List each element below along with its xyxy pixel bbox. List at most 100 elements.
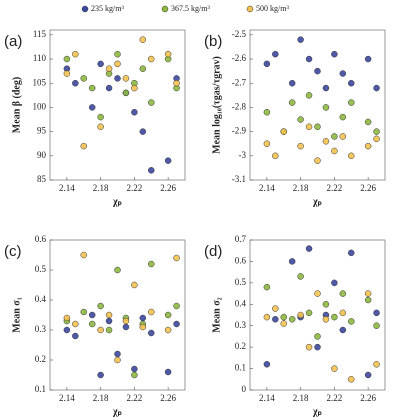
point [373, 84, 380, 92]
point [114, 266, 121, 274]
point [80, 308, 87, 316]
point [373, 135, 380, 143]
point [122, 89, 130, 97]
point [348, 318, 355, 325]
point [148, 167, 155, 174]
plot-frame [249, 29, 386, 181]
panel-label: (a) [4, 33, 22, 50]
point [314, 290, 321, 297]
plot-frame [49, 29, 186, 181]
x-tick-label: 2.22 [127, 393, 143, 403]
panel-label: (d) [204, 243, 222, 260]
panel-label: (b) [204, 33, 222, 50]
y-tick-label: 115 [33, 29, 47, 39]
legend-marker [161, 5, 169, 13]
point [272, 305, 279, 312]
point [122, 317, 130, 325]
x-tick-label: 2.18 [93, 393, 109, 403]
y-tick-label: 0.2 [35, 354, 46, 364]
legend-label: 235 kg/m³ [91, 4, 124, 13]
point [80, 75, 87, 82]
point [63, 326, 71, 334]
point [314, 333, 321, 340]
point [280, 128, 287, 135]
point [305, 309, 313, 317]
x-axis-label: χₚ [112, 196, 122, 207]
point [148, 99, 155, 106]
point [114, 75, 121, 82]
point [364, 118, 372, 126]
point [131, 371, 138, 379]
point [297, 273, 304, 280]
x-tick-label: 2.18 [293, 183, 309, 193]
y-tick-label: 0 [242, 384, 247, 394]
point [314, 157, 321, 164]
point [339, 326, 347, 334]
x-tick-label: 2.18 [293, 393, 309, 403]
x-tick-label: 2.22 [127, 183, 143, 193]
x-tick-label: 2.14 [59, 183, 75, 193]
point [339, 133, 347, 140]
x-tick-label: 2.18 [93, 183, 109, 193]
point [97, 113, 104, 121]
x-axis-label: χₚ [112, 406, 122, 417]
y-axis-label: Mean σ₂ [211, 297, 222, 332]
point [139, 65, 147, 72]
point [348, 152, 355, 160]
point [164, 157, 172, 164]
x-axis-label: χₚ [312, 196, 322, 207]
point [148, 260, 155, 268]
point [80, 142, 87, 150]
point [339, 70, 347, 77]
point [139, 36, 147, 43]
legend-label: 367.5 kg/m³ [171, 4, 210, 13]
x-tick-label: 2.26 [360, 393, 376, 403]
point [322, 138, 330, 145]
point [272, 50, 279, 58]
point [305, 123, 313, 131]
point [88, 84, 96, 92]
point [305, 343, 313, 351]
point [263, 140, 271, 147]
y-tick-label: -3 [239, 150, 247, 160]
point [305, 245, 313, 252]
point [364, 296, 372, 304]
point [314, 343, 321, 351]
point [72, 332, 79, 340]
point [97, 371, 104, 379]
point [331, 313, 338, 321]
point [322, 84, 330, 92]
point [297, 142, 304, 150]
point [348, 79, 355, 87]
point [339, 290, 347, 297]
y-tick-label: -3.1 [232, 174, 246, 184]
x-tick-label: 2.14 [59, 393, 75, 403]
point [364, 55, 372, 63]
point [331, 147, 338, 155]
point [114, 50, 121, 58]
point [139, 314, 147, 322]
point [272, 316, 279, 323]
y-tick-label: 0.1 [35, 384, 46, 394]
point [72, 50, 79, 58]
y-tick-label: 0.2 [235, 341, 246, 351]
point [114, 356, 121, 364]
point [288, 316, 296, 323]
x-tick-label: 2.22 [327, 183, 343, 193]
point [331, 365, 338, 372]
point [114, 60, 121, 68]
y-tick-label: 85 [37, 174, 47, 184]
point [88, 104, 96, 111]
y-tick-label: 105 [33, 77, 47, 87]
y-tick-label: 0.5 [35, 264, 47, 274]
point [373, 128, 380, 135]
point [263, 60, 271, 68]
point [173, 320, 180, 328]
point [97, 302, 104, 310]
point [97, 60, 104, 68]
point [339, 113, 347, 121]
point [88, 311, 96, 319]
point [173, 254, 180, 262]
